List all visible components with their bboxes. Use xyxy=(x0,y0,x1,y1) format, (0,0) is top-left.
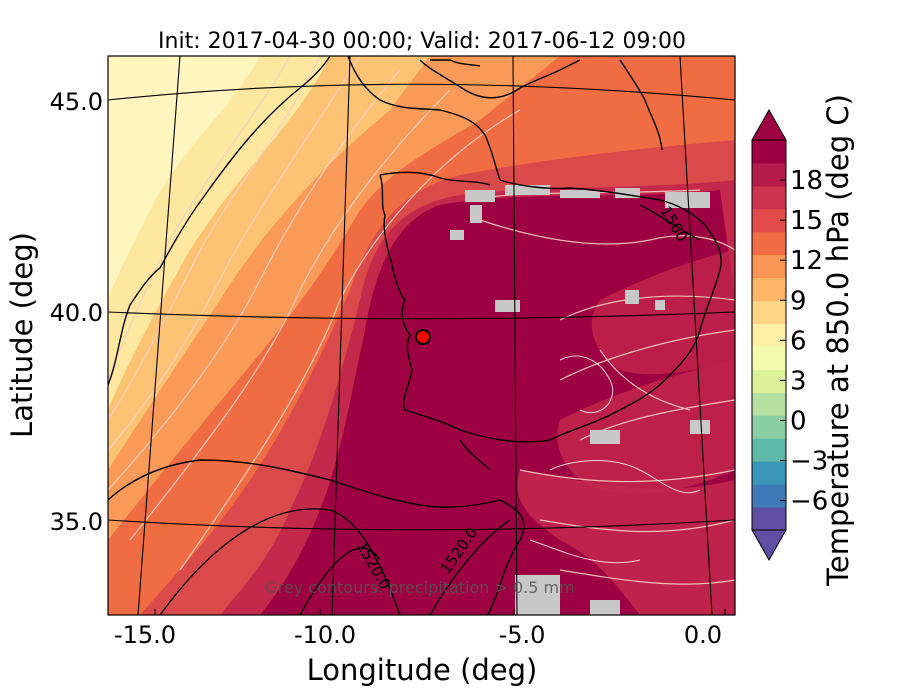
colorbar-segment xyxy=(752,461,786,485)
colorbar-extend-min xyxy=(751,529,787,562)
colorbar-frame xyxy=(751,139,787,531)
colorbar-extend-max xyxy=(751,108,787,141)
colorbar-segment xyxy=(752,300,786,325)
y-axis-label: Latitude (deg) xyxy=(5,232,39,438)
colorbar-segment xyxy=(752,323,786,347)
patch-east xyxy=(591,250,735,375)
colorbar-tick-label: 9 xyxy=(790,286,807,316)
colorbar-segment xyxy=(752,140,786,164)
x-axis: -15.0 -10.0 -5.0 0.0 Longitude (deg) xyxy=(114,609,726,687)
map-area[interactable]: 1520.0 1520.0 1560 Grey contours: precip… xyxy=(108,56,735,615)
y-tick-label: 35.0 xyxy=(50,508,103,536)
colorbar-segment xyxy=(752,231,786,256)
colorbar-segment xyxy=(752,369,786,393)
colorbar: 18 15 12 9 6 3 0 −3 −6 Temperature at 850.0 hPa … xyxy=(751,94,855,587)
colorbar-segment xyxy=(752,415,786,439)
colorbar-segment xyxy=(752,392,786,416)
precip-annotation: Grey contours: precipitation > 0.5 mm xyxy=(265,578,574,597)
colorbar-tick-label: 3 xyxy=(790,366,807,396)
colorbar-segment xyxy=(752,162,786,187)
x-tick-label: -10.0 xyxy=(294,621,356,649)
geopotential-contours xyxy=(159,204,701,615)
y-tick-label: 40.0 xyxy=(50,299,103,327)
band-pale xyxy=(108,56,260,300)
colorbar-tick-label: −6 xyxy=(790,487,828,517)
colorbar-segment xyxy=(752,346,786,370)
colorbar-segment xyxy=(752,185,786,210)
colorbar-tick-label: 6 xyxy=(790,326,807,356)
graticule xyxy=(108,56,735,615)
colorbar-segment xyxy=(752,507,786,531)
x-axis-label: Longitude (deg) xyxy=(307,653,538,687)
patch-sea xyxy=(517,470,735,615)
x-tick-label: 0.0 xyxy=(684,621,722,649)
coastlines xyxy=(108,56,722,615)
colorbar-segment xyxy=(752,277,786,302)
colorbar-segment xyxy=(752,438,786,462)
precipitation-patches xyxy=(450,185,710,615)
colorbar-segment xyxy=(752,208,786,233)
location-marker[interactable] xyxy=(415,329,431,345)
x-tick-label: -5.0 xyxy=(499,621,546,649)
colorbar-label: Temperature at 850.0 hPa (deg C) xyxy=(821,94,855,587)
x-tick-label: -15.0 xyxy=(114,621,176,649)
colorbar-segment xyxy=(752,254,786,279)
y-axis: 45.0 40.0 35.0 Latitude (deg) xyxy=(5,88,103,536)
precip-outlines xyxy=(529,355,701,564)
map-frame xyxy=(107,55,736,616)
y-tick-label: 45.0 xyxy=(50,88,103,116)
colorbar-tick-label: 18 xyxy=(790,166,823,196)
colorbar-segment xyxy=(752,484,786,508)
colorbar-tick-label: 12 xyxy=(790,246,823,276)
colorbar-tick-label: 15 xyxy=(790,206,823,236)
colorbar-tick-label: −3 xyxy=(790,447,828,477)
colorbar-tick-label: 0 xyxy=(790,406,807,436)
plot-title: Init: 2017-04-30 00:00; Valid: 2017-06-1… xyxy=(158,29,686,54)
